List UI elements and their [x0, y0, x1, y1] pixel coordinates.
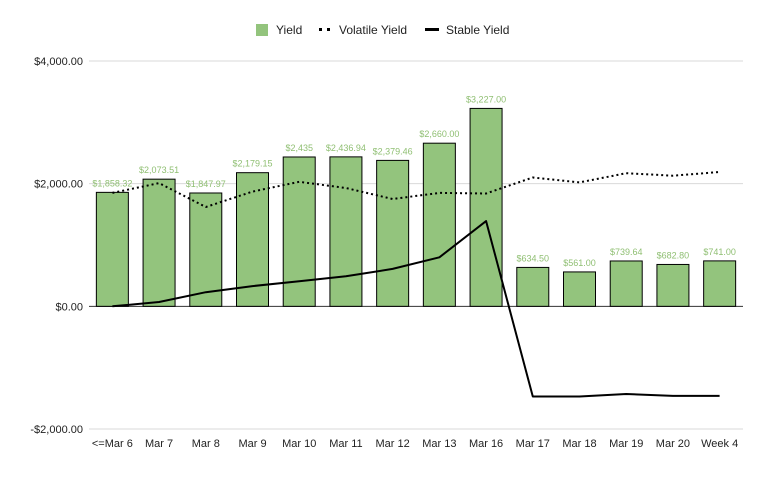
legend-marker-volatile-dot-2	[327, 28, 330, 31]
yield-bar	[469, 107, 503, 307]
yield-bar	[376, 159, 410, 307]
yield-data-label: $2,660.00	[419, 129, 459, 139]
y-tick-label: $4,000.00	[34, 56, 83, 68]
x-tick-label: Mar 16	[469, 438, 503, 450]
x-axis-ticks: <=Mar 6 Mar 7 Mar 8 Mar 9 Mar 10 Mar 11 Mar 12…	[92, 438, 738, 450]
yield-data-label: $1,847.97	[186, 179, 226, 189]
legend: Yield Volatile Yield Stable Yield	[256, 23, 509, 37]
yield-bar	[516, 266, 550, 307]
yield-bars	[95, 107, 737, 307]
yield-data-label: $2,073.51	[139, 165, 179, 175]
yield-data-labels: $1,858.32 $2,073.51 $1,847.97 $2,179.15 $2,4…	[92, 94, 736, 268]
yield-bar	[142, 178, 176, 307]
x-tick-label: Mar 8	[192, 438, 220, 450]
x-tick-label: Mar 17	[516, 438, 550, 450]
x-tick-label: Mar 7	[145, 438, 173, 450]
yield-bar	[563, 271, 596, 307]
x-tick-label: Mar 9	[238, 438, 266, 450]
yield-data-label: $3,227.00	[466, 94, 506, 104]
yield-bar	[422, 142, 456, 307]
volatile-yield-line	[112, 171, 720, 208]
legend-label-volatile-yield: Volatile Yield	[339, 23, 407, 37]
x-tick-label: Mar 20	[656, 438, 690, 450]
legend-marker-stable-line	[425, 28, 439, 31]
yield-bar	[95, 191, 129, 307]
y-tick-label: $0.00	[55, 301, 83, 313]
yield-data-label: $2,435	[285, 143, 313, 153]
legend-marker-volatile-dot-1	[319, 28, 322, 31]
yield-bar	[703, 260, 737, 307]
legend-label-stable-yield: Stable Yield	[446, 23, 509, 37]
x-tick-label: <=Mar 6	[92, 438, 133, 450]
stable-yield-line	[112, 220, 720, 398]
yield-bar	[609, 260, 643, 307]
yield-bar	[189, 192, 223, 307]
x-tick-label: Mar 18	[562, 438, 596, 450]
yield-data-label: $2,179.15	[232, 159, 272, 169]
yield-data-label: $634.50	[517, 253, 550, 263]
yield-bar	[329, 156, 363, 307]
yield-data-label: $2,379.46	[373, 146, 413, 156]
yield-data-label: $561.00	[563, 258, 596, 268]
yield-data-label: $739.64	[610, 247, 643, 257]
yield-data-label: $2,436.94	[326, 143, 366, 153]
gridlines	[89, 60, 743, 430]
x-tick-label: Mar 19	[609, 438, 643, 450]
x-tick-label: Mar 11	[329, 438, 362, 450]
yield-data-label: $741.00	[703, 247, 736, 257]
x-tick-label: Mar 13	[422, 438, 456, 450]
x-tick-label: Mar 12	[376, 438, 410, 450]
y-tick-label: -$2,000.00	[30, 424, 83, 436]
legend-swatch-yield	[256, 24, 268, 36]
yield-bar	[282, 156, 316, 307]
x-tick-label: Mar 10	[282, 438, 316, 450]
yield-lines	[112, 171, 720, 398]
y-tick-label: $2,000.00	[34, 179, 83, 191]
yield-data-label: $682.80	[657, 250, 690, 260]
yield-data-label: $1,858.32	[92, 178, 132, 188]
y-axis-ticks: $4,000.00 $2,000.00 $0.00 -$2,000.00	[30, 56, 83, 436]
x-tick-label: Week 4	[701, 438, 738, 450]
yield-bar	[656, 263, 690, 307]
legend-label-yield: Yield	[276, 23, 302, 37]
